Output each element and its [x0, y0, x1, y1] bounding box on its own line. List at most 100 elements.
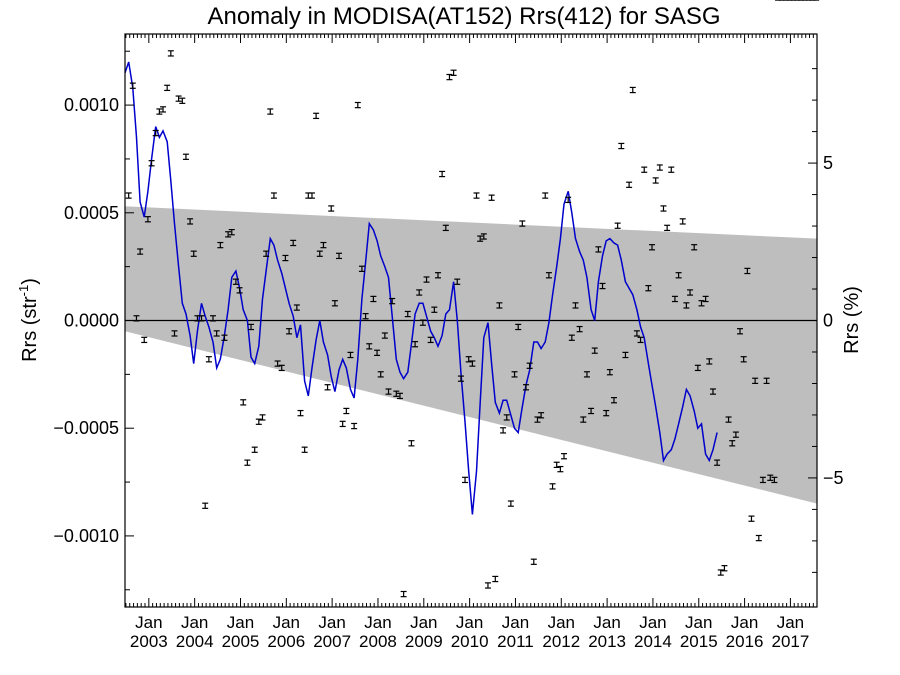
x-tick-month-label: Jan [639, 613, 666, 632]
data-point [431, 306, 438, 313]
data-point [748, 515, 755, 522]
data-point [538, 412, 545, 419]
data-point [557, 465, 564, 473]
x-tick-year-label: 2007 [313, 632, 351, 651]
data-point [141, 336, 148, 344]
y-tick-label: −0.0005 [53, 418, 119, 438]
data-point [374, 349, 381, 356]
x-tick-month-label: Jan [456, 613, 483, 632]
data-point [652, 177, 659, 184]
data-point [225, 231, 232, 238]
data-point [263, 250, 270, 257]
x-tick-month-label: Jan [135, 613, 162, 632]
data-point [698, 300, 705, 307]
data-point [221, 334, 228, 341]
y-axis-label: Rrs (str-1) [16, 278, 41, 362]
data-point [660, 205, 667, 212]
data-point [629, 86, 636, 94]
data-point [603, 409, 610, 417]
data-point [614, 222, 621, 229]
x-tick-month-label: Jan [410, 613, 437, 632]
data-point [278, 364, 285, 372]
data-point [290, 239, 297, 247]
data-point [717, 569, 724, 576]
data-point [706, 358, 713, 365]
data-point [248, 323, 255, 331]
data-point [561, 453, 568, 460]
data-point [354, 101, 361, 109]
data-point [267, 108, 274, 115]
data-point [362, 313, 369, 320]
data-point [144, 216, 151, 223]
data-point [209, 315, 216, 322]
data-point [752, 377, 759, 385]
data-point [740, 356, 747, 363]
y-tick-label: 0.0000 [64, 311, 119, 331]
data-point [439, 170, 446, 178]
data-point [396, 392, 403, 400]
data-point [198, 315, 205, 322]
data-point [656, 164, 663, 171]
x-tick-year-label: 2016 [726, 632, 764, 651]
data-point [244, 459, 251, 466]
data-point [583, 371, 590, 378]
data-point [511, 371, 518, 378]
data-point [412, 341, 419, 348]
data-point [709, 388, 716, 395]
x-tick-month-label: Jan [227, 613, 254, 632]
data-point [389, 297, 396, 305]
data-point [129, 82, 136, 89]
data-point [297, 409, 304, 417]
x-tick-year-label: 2017 [772, 632, 810, 651]
data-point [164, 84, 171, 92]
data-point [702, 295, 709, 303]
data-point [721, 565, 728, 572]
data-point [179, 97, 186, 104]
data-point [270, 192, 277, 199]
data-point [450, 69, 457, 76]
data-point [671, 295, 678, 303]
data-point [714, 459, 721, 466]
data-point [320, 241, 327, 249]
data-point [293, 304, 300, 311]
data-point [759, 476, 766, 484]
data-point [393, 390, 400, 397]
data-point [645, 285, 652, 292]
data-point [763, 377, 770, 385]
data-point [427, 336, 434, 344]
data-point [171, 330, 178, 337]
data-point [591, 347, 598, 354]
data-point [687, 289, 694, 296]
data-point [637, 336, 644, 344]
data-point [641, 166, 648, 173]
data-point [500, 427, 507, 434]
data-point [316, 250, 323, 257]
x-tick-month-label: Jan [593, 613, 620, 632]
x-tick-month-label: Jan [318, 613, 345, 632]
data-point [492, 575, 499, 583]
data-point [737, 328, 744, 335]
x-tick-year-label: 2014 [634, 632, 672, 651]
data-point [377, 371, 384, 378]
data-point [339, 420, 346, 428]
data-point [469, 360, 476, 367]
data-point [675, 272, 682, 279]
data-point [137, 248, 144, 255]
data-point [576, 325, 583, 333]
data-point [580, 416, 587, 423]
y-tick-label: 0.0010 [64, 95, 119, 115]
data-point [610, 397, 617, 404]
plot-area: 0.00100.00050.0000−0.0005−0.001050−5Jan2… [53, 0, 844, 651]
data-point [152, 129, 159, 137]
data-point [187, 218, 194, 225]
data-point [553, 461, 560, 469]
data-point [343, 407, 350, 415]
data-point [462, 476, 469, 484]
data-point [679, 218, 686, 225]
data-point [725, 416, 732, 423]
data-point [454, 278, 461, 285]
x-tick-month-label: Jan [502, 613, 529, 632]
data-point [182, 153, 189, 160]
y-tick-label: −0.0010 [53, 526, 119, 546]
data-point [305, 192, 312, 199]
